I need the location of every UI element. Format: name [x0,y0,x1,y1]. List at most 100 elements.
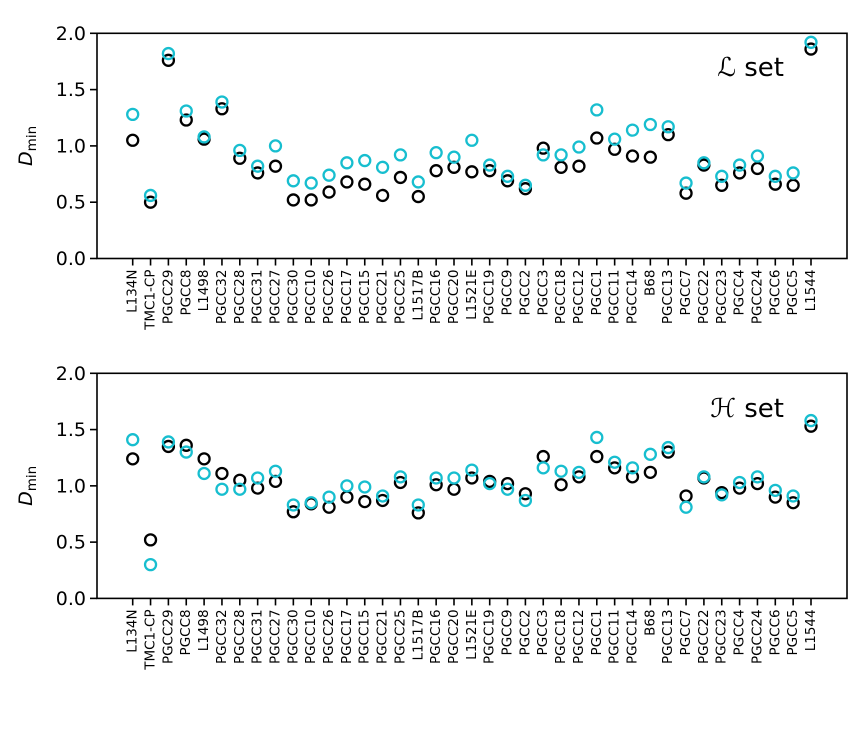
x-tick-label-l-set: PGCC22 [696,270,712,325]
data-point-black-L1544-h-set [804,419,818,433]
data-point-black-PGCC28-h-set [233,473,247,487]
y-axis-label-h-set: Dmin [15,466,40,506]
data-point-cyan-PGCC14-l-set [625,123,640,137]
data-point-cyan-PGCC9-l-set [500,169,515,183]
data-point-cyan-PGCC29-h-set [161,435,176,449]
x-tick-label-h-set: PGCC25 [392,609,408,664]
y-tick-label-l-set: 1.5 [56,79,86,101]
data-point-black-PGCC8-h-set [179,438,193,452]
data-point-cyan-L1517B-h-set [411,498,425,512]
data-point-cyan-PGCC25-h-set [393,470,408,484]
data-point-cyan-PGCC10-h-set [304,496,318,510]
data-point-cyan-PGCC7-l-set [679,176,693,190]
data-point-black-PGCC15-h-set [358,494,372,509]
data-point-black-PGCC15-l-set [358,177,372,191]
data-point-cyan-L1521E-h-set [465,463,479,477]
data-point-cyan-PGCC5-h-set [786,489,800,503]
data-point-cyan-PGCC23-l-set [715,169,729,183]
data-point-cyan-PGCC10-l-set [304,176,318,190]
data-point-cyan-L134N-h-set [126,433,140,447]
x-tick-label-h-set: PGCC32 [214,609,230,664]
data-point-black-PGCC5-h-set [786,496,800,510]
data-point-cyan-PGCC30-h-set [286,498,301,512]
x-tick-label-h-set: L134N [125,609,141,652]
data-point-cyan-PGCC28-l-set [233,143,247,158]
data-point-cyan-PGCC28-h-set [233,482,247,496]
data-point-cyan-PGCC11-h-set [608,455,622,469]
data-point-cyan-TMC1-CP-l-set [143,188,158,203]
data-point-cyan-PGCC2-l-set [518,178,533,192]
x-tick-label-h-set: PGCC20 [446,609,462,664]
x-tick-label-l-set: PGCC11 [607,270,623,325]
data-point-cyan-PGCC17-h-set [340,479,354,493]
x-tick-label-l-set: PGCC31 [250,270,266,325]
data-point-cyan-L134N-l-set [126,107,140,122]
data-point-cyan-PGCC14-h-set [625,461,640,475]
x-tick-label-h-set: PGCC3 [535,609,551,655]
x-tick-label-h-set: PGCC11 [607,609,623,664]
x-tick-label-h-set: PGCC24 [749,609,765,664]
data-point-cyan-PGCC23-h-set [715,488,729,502]
x-tick-label-l-set: PGCC2 [517,270,533,316]
x-tick-label-l-set: PGCC7 [678,270,694,316]
x-tick-label-l-set: PGCC6 [767,270,783,316]
data-point-black-PGCC26-l-set [322,185,336,199]
data-point-cyan-PGCC31-l-set [250,159,265,173]
data-point-black-PGCC2-h-set [518,487,533,501]
data-point-cyan-PGCC24-h-set [750,470,765,484]
x-tick-label-l-set: L1544 [803,270,819,312]
data-point-black-PGCC1-l-set [590,131,604,145]
data-point-cyan-PGCC19-h-set [483,476,497,491]
data-point-black-PGCC21-l-set [375,188,390,203]
data-point-cyan-PGCC4-h-set [732,475,747,490]
data-point-black-PGCC9-h-set [500,476,515,491]
x-tick-label-l-set: PGCC30 [285,270,301,325]
x-tick-label-h-set: PGCC26 [321,609,337,664]
x-tick-label-l-set: PGCC10 [303,270,319,325]
x-tick-label-h-set: PGCC13 [660,609,676,664]
data-point-black-PGCC16-l-set [429,164,443,178]
x-tick-label-h-set: PGCC22 [696,609,712,664]
x-tick-label-l-set: L1498 [196,270,212,312]
data-point-cyan-PGCC21-l-set [375,160,390,174]
x-tick-label-l-set: PGCC18 [553,270,569,325]
data-point-black-PGCC1-h-set [590,449,604,464]
x-tick-label-h-set: PGCC30 [285,609,301,664]
data-point-black-PGCC17-h-set [340,490,354,504]
x-tick-label-h-set: PGCC16 [428,609,444,664]
x-tick-label-l-set: PGCC5 [785,270,801,316]
x-tick-label-l-set: PGCC4 [732,270,748,316]
data-point-black-PGCC25-h-set [393,475,408,490]
x-tick-label-h-set: PGCC28 [232,609,248,664]
x-tick-label-l-set: PGCC20 [446,270,462,325]
data-point-cyan-PGCC5-l-set [786,166,800,180]
data-point-cyan-PGCC13-h-set [661,440,675,455]
data-point-black-PGCC28-l-set [233,151,247,165]
x-tick-label-h-set: L1498 [196,609,212,651]
data-point-black-PGCC4-l-set [732,166,747,180]
data-point-black-PGCC12-l-set [572,159,586,173]
x-tick-label-l-set: PGCC8 [178,270,194,316]
y-tick-label-l-set: 2.0 [56,23,86,45]
data-point-cyan-PGCC12-h-set [572,465,586,479]
x-tick-label-h-set: PGCC12 [571,609,587,664]
data-point-cyan-PGCC16-l-set [429,146,443,160]
data-point-cyan-PGCC18-l-set [554,148,568,162]
data-point-cyan-B68-l-set [643,117,657,132]
data-point-cyan-PGCC24-l-set [750,149,765,163]
data-point-black-PGCC11-h-set [608,461,622,475]
data-point-black-PGCC5-l-set [786,178,800,192]
data-point-cyan-PGCC16-h-set [429,471,443,485]
data-point-cyan-PGCC20-h-set [447,471,461,485]
data-point-black-PGCC4-h-set [732,481,747,495]
data-point-cyan-PGCC29-l-set [161,46,176,61]
data-point-cyan-B68-h-set [643,447,657,461]
x-tick-label-l-set: PGCC3 [535,270,551,316]
data-point-black-PGCC32-h-set [215,466,229,481]
y-tick-label-l-set: 0.5 [56,192,86,214]
data-point-black-PGCC18-h-set [554,478,568,492]
data-point-black-PGCC14-l-set [625,149,640,163]
data-point-black-PGCC14-h-set [625,470,640,484]
data-point-cyan-PGCC8-l-set [179,104,193,118]
x-tick-label-l-set: PGCC21 [375,270,391,325]
